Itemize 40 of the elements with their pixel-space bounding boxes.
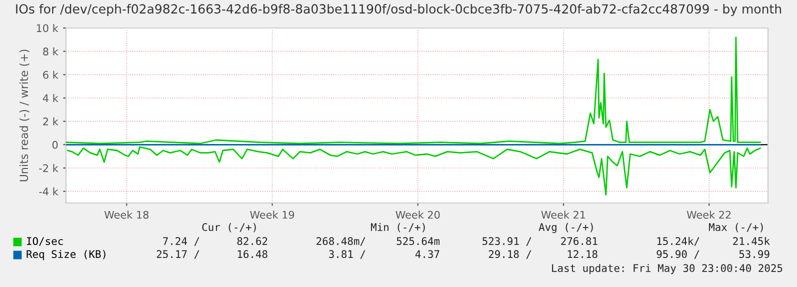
text: 15.24k/ [657, 236, 700, 246]
text: 523.91 / [482, 237, 532, 246]
y-tick-label: -4 k [39, 187, 58, 196]
x-tick-label: Week 18 [104, 210, 149, 219]
text: 3.81 / [329, 250, 366, 259]
text: 12.18 [568, 250, 598, 258]
y-tick-label: 10 k [36, 24, 58, 32]
x-tick-label: Week 20 [396, 210, 440, 219]
text: 4.37 [415, 250, 440, 258]
text: 268.48m/ [316, 237, 366, 246]
y-tick-label: 0 [52, 140, 58, 149]
text: 29.18 / [488, 250, 532, 259]
text: 82.62 [237, 237, 268, 246]
legend-label: IO/sec [27, 237, 63, 246]
y-tick-label: 6 k [43, 70, 58, 79]
line-series [67, 146, 761, 196]
y-tick-label: 2 k [43, 117, 58, 126]
text: 16.48 [238, 250, 268, 258]
text: 53.99 [739, 250, 770, 258]
text: 525.64m [396, 237, 440, 246]
text: 95.90 / [656, 250, 700, 259]
text: Last update: Fri May 30 23:00:40 2025 [552, 264, 782, 274]
legend-label: Req Size (KB) [26, 250, 106, 260]
y-axis-title: Units read (-) / write (+) [19, 50, 30, 182]
text: Min (-/+) [370, 222, 425, 232]
x-tick-label: Week 21 [541, 210, 586, 219]
text: 276.81 [561, 237, 598, 246]
y-tick-label: -2 k [39, 164, 58, 172]
text: 25.17 / [156, 250, 200, 259]
text: Max (-/+) [708, 223, 763, 232]
x-tick-label: Week 22 [686, 210, 731, 219]
text: Cur (-/+) [202, 223, 256, 232]
line-series [66, 36, 761, 144]
text: 7.24 / [163, 237, 200, 246]
text: Avg (-/+) [538, 222, 593, 234]
text: 21.45k [733, 236, 770, 246]
x-tick-label: Week 19 [250, 210, 294, 219]
y-tick-label: 8 k [43, 47, 58, 56]
y-tick-label: 4 k [42, 94, 58, 102]
chart-title: IOs for /dev/ceph-f02a982c-1663-42d6-b9f8-8a03be11190f/osd-block-0cbce3fb-7075-420f-ab72-cfa2cc487099 - by month [16, 4, 782, 16]
